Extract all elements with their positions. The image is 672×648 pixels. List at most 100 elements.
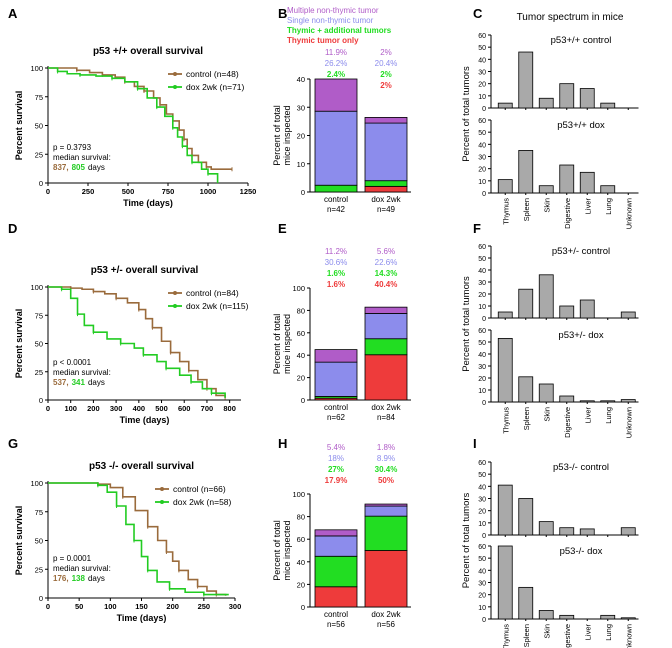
value-label-single: 8.9% bbox=[377, 454, 395, 463]
y-tick-label: 75 bbox=[35, 508, 43, 517]
bar-lung bbox=[600, 185, 616, 194]
bar-thymus bbox=[497, 179, 513, 194]
bar-single bbox=[314, 110, 358, 186]
bar-spleen bbox=[518, 376, 534, 403]
bar-digestive bbox=[559, 164, 575, 194]
sub-title: p53-/- dox bbox=[560, 546, 603, 557]
x-tick-label: 250 bbox=[82, 187, 95, 196]
x-tick-label: 0 bbox=[46, 602, 50, 611]
chart-title: p53 +/- overall survival bbox=[91, 265, 199, 276]
bar-liver bbox=[579, 400, 595, 403]
x-tick-label: 100 bbox=[64, 404, 77, 413]
y-tick-label: 60 bbox=[478, 118, 486, 125]
y-axis-label: Percent survival bbox=[14, 309, 24, 379]
bar-thymic_only bbox=[314, 586, 358, 608]
legend-marker-dox bbox=[160, 500, 164, 504]
y-tick-label: 30 bbox=[478, 581, 486, 588]
median-control: 837, bbox=[53, 163, 69, 172]
y-tick-label: 60 bbox=[297, 329, 305, 338]
bar-thymus bbox=[497, 484, 513, 536]
spectrum-chart-F: 0 10 20 30 40 50 60 p53+/- control 0 10 20 30 40 50 60… bbox=[461, 244, 639, 438]
y-tick-label: 30 bbox=[478, 280, 486, 287]
panel-letter-I: I bbox=[473, 436, 477, 451]
y-tick-label: 40 bbox=[478, 57, 486, 64]
y-tick-label: 80 bbox=[297, 306, 305, 315]
y-tick-label: 20 bbox=[297, 580, 305, 589]
x-tick-label: 600 bbox=[178, 404, 191, 413]
y-tick-label: 0 bbox=[482, 400, 486, 407]
y-tick-label: 50 bbox=[35, 537, 43, 546]
y-tick-label: 0 bbox=[482, 617, 486, 624]
y-axis-label: Percent of total bbox=[272, 314, 282, 375]
x-tick-label: 50 bbox=[75, 602, 83, 611]
panel-letter-A: A bbox=[8, 6, 18, 21]
legend-label: control (n=66) bbox=[173, 484, 226, 494]
value-label-single: 20.4% bbox=[375, 59, 398, 68]
y-tick-label: 0 bbox=[39, 179, 43, 188]
bar-skin bbox=[538, 97, 554, 109]
panel-letter-F: F bbox=[473, 221, 481, 236]
sub-title: p53+/+ dox bbox=[557, 120, 605, 131]
x-category: Unknown bbox=[624, 407, 633, 438]
x-category: Spleen bbox=[522, 198, 531, 221]
bar-digestive bbox=[559, 527, 575, 536]
y-tick-label: 100 bbox=[30, 479, 43, 488]
y-tick-label: 60 bbox=[478, 33, 486, 40]
y-tick-label: 10 bbox=[297, 160, 305, 169]
y-tick-label: 40 bbox=[478, 568, 486, 575]
bar-thymic_plus bbox=[314, 555, 358, 588]
value-label-multiple: 5.6% bbox=[377, 247, 395, 256]
y-tick-label: 80 bbox=[297, 513, 305, 522]
panel-letter-E: E bbox=[278, 221, 287, 236]
y-tick-label: 30 bbox=[478, 364, 486, 371]
x-axis-label: Time (days) bbox=[123, 198, 173, 208]
legend-label: control (n=84) bbox=[186, 288, 239, 298]
n-label: n=42 bbox=[327, 205, 346, 214]
y-tick-label: 40 bbox=[478, 352, 486, 359]
y-axis-label: Percent of total tumors bbox=[461, 276, 472, 372]
survival-line-dox bbox=[48, 286, 226, 398]
survival-chart-D: p53 +/- overall survival 0 25 50 75 100 0 100 20… bbox=[14, 265, 249, 425]
bar-unknown bbox=[620, 311, 636, 319]
legend-label: control (n=48) bbox=[186, 69, 239, 79]
value-label-multiple: 2% bbox=[380, 48, 392, 57]
y-tick-label: 60 bbox=[478, 328, 486, 335]
median-dox: 138 bbox=[72, 574, 86, 583]
y-tick-label: 30 bbox=[478, 70, 486, 77]
y-tick-label: 40 bbox=[297, 558, 305, 567]
y-tick-label: 0 bbox=[482, 316, 486, 323]
x-category: Skin bbox=[542, 624, 551, 639]
y-tick-label: 50 bbox=[478, 256, 486, 263]
y-axis-label: mice inspected bbox=[282, 105, 292, 165]
panel-letter-G: G bbox=[8, 436, 18, 451]
x-category: dox 2wk bbox=[371, 403, 401, 412]
chart-title: p53 +/+ overall survival bbox=[93, 46, 203, 57]
x-category: Unknown bbox=[624, 624, 633, 648]
bar-multiple bbox=[314, 78, 358, 112]
y-axis-label: mice inspected bbox=[282, 314, 292, 374]
median-unit: days bbox=[88, 378, 105, 387]
y-tick-label: 10 bbox=[478, 179, 486, 186]
bar-thymus bbox=[497, 311, 513, 319]
sub-title: p53-/- control bbox=[553, 462, 609, 473]
bar-liver bbox=[579, 528, 595, 536]
bar-single bbox=[314, 535, 358, 557]
n-label: n=49 bbox=[377, 205, 396, 214]
n-label: n=84 bbox=[377, 413, 396, 422]
x-category: Thymus bbox=[501, 407, 510, 434]
y-tick-label: 20 bbox=[478, 292, 486, 299]
bar-liver bbox=[579, 171, 595, 194]
y-tick-label: 75 bbox=[35, 93, 43, 102]
value-label-single: 22.6% bbox=[375, 258, 398, 267]
chart-title: p53 -/- overall survival bbox=[89, 461, 194, 472]
bar-spleen bbox=[518, 498, 534, 536]
bar-thymus bbox=[497, 545, 513, 620]
value-label-multiple: 1.8% bbox=[377, 443, 395, 452]
y-tick-label: 50 bbox=[478, 130, 486, 137]
bar-liver bbox=[579, 88, 595, 109]
y-tick-label: 20 bbox=[478, 593, 486, 600]
bar-multiple bbox=[314, 529, 358, 537]
x-category: control bbox=[324, 195, 348, 204]
y-tick-label: 10 bbox=[478, 304, 486, 311]
bar-digestive bbox=[559, 395, 575, 403]
